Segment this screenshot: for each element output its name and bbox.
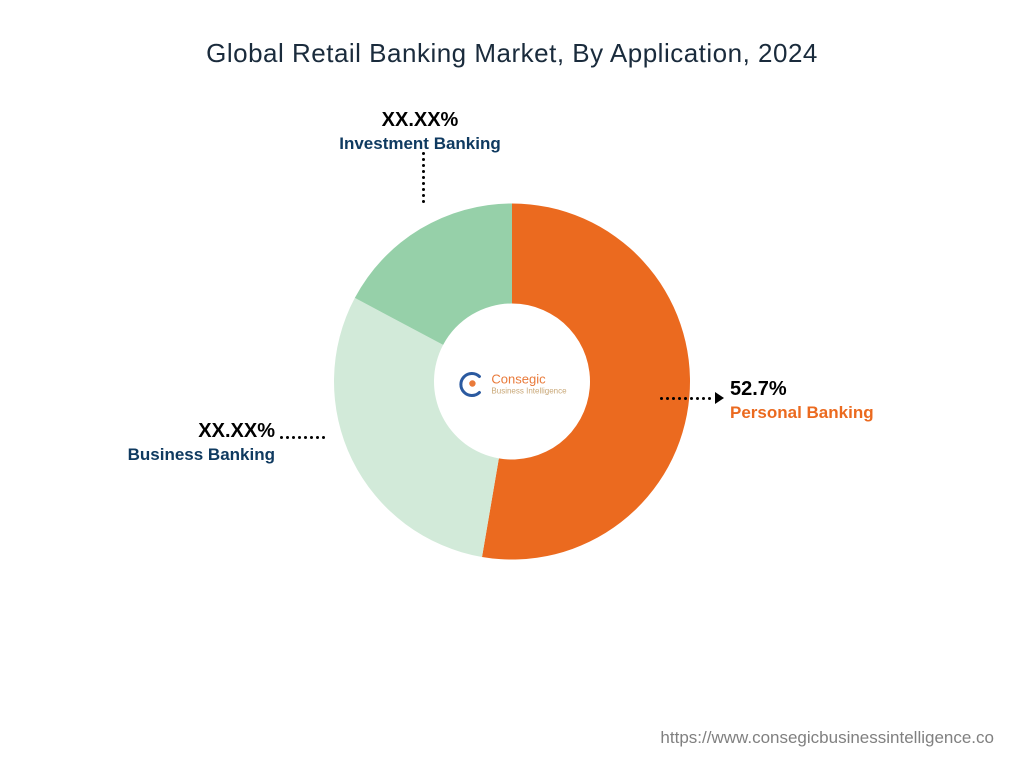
arrow-right-icon [715,392,724,404]
footer-url: https://www.consegicbusinessintelligence… [660,728,994,748]
chart-title: Global Retail Banking Market, By Applica… [0,38,1024,69]
logo-tagline: Business Intelligence [491,388,566,396]
slice-business [334,298,499,557]
leader-personal [660,392,724,404]
investment-pct: XX.XX% [310,109,530,132]
label-business-banking: XX.XX% Business Banking [95,420,275,465]
personal-pct: 52.7% [730,378,874,401]
label-personal-banking: 52.7% Personal Banking [730,378,874,423]
investment-name: Investment Banking [310,134,530,154]
logo-mark-icon [457,370,485,398]
leader-business [280,436,325,439]
center-logo: Consegic Business Intelligence [457,370,566,398]
leader-investment [422,152,425,203]
business-pct: XX.XX% [95,420,275,443]
business-name: Business Banking [95,445,275,465]
donut-chart: Consegic Business Intelligence [312,182,712,587]
logo-brand: Consegic [491,373,566,386]
personal-name: Personal Banking [730,403,874,423]
label-investment-banking: XX.XX% Investment Banking [310,109,530,154]
